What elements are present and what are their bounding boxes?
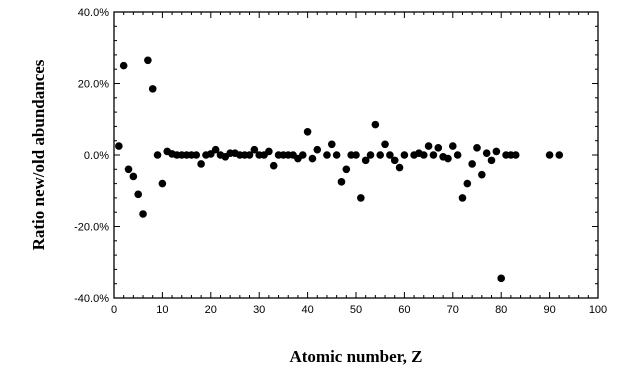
data-point — [478, 170, 486, 179]
data-point — [458, 194, 467, 202]
data-point — [352, 151, 360, 159]
x-tick-label: 80 — [495, 304, 507, 316]
data-points — [115, 56, 564, 283]
x-tick-label: 90 — [543, 304, 555, 316]
data-point — [337, 178, 346, 186]
data-point — [492, 147, 501, 156]
data-point — [482, 149, 491, 158]
data-point — [463, 179, 472, 188]
data-point — [328, 140, 336, 149]
data-point — [424, 142, 433, 150]
data-point — [298, 151, 307, 159]
x-tick-label: 30 — [253, 304, 265, 316]
data-point — [453, 151, 462, 159]
data-point — [487, 156, 496, 165]
data-point — [265, 147, 273, 156]
data-point — [400, 151, 409, 159]
data-point — [192, 151, 201, 159]
data-point — [395, 163, 404, 172]
x-tick-label: 70 — [447, 304, 459, 316]
x-tick-label: 0 — [111, 304, 117, 316]
data-point — [376, 151, 385, 159]
y-tick-label: 20.0% — [78, 79, 109, 91]
data-point — [386, 151, 394, 159]
data-point — [357, 194, 365, 202]
data-point — [134, 190, 142, 199]
x-tick-label: 40 — [301, 304, 313, 316]
data-point — [371, 120, 380, 129]
x-axis-title: Atomic number, Z — [289, 347, 422, 366]
data-point — [308, 154, 317, 163]
data-point — [511, 151, 520, 159]
data-point — [115, 142, 123, 150]
data-point — [245, 151, 254, 159]
y-tick-label: -40.0% — [74, 293, 109, 305]
data-point — [313, 145, 322, 154]
x-tick-label: 20 — [205, 304, 217, 316]
data-point — [419, 151, 428, 159]
data-point — [269, 161, 278, 170]
data-point — [139, 210, 147, 218]
data-point — [449, 142, 457, 150]
data-point — [444, 154, 452, 163]
data-point — [250, 145, 259, 154]
data-point — [158, 179, 167, 188]
data-point — [555, 151, 564, 159]
data-point — [303, 127, 312, 136]
data-point — [361, 156, 370, 165]
data-point — [468, 160, 476, 168]
data-point — [434, 144, 443, 152]
data-point — [153, 151, 162, 159]
y-tick-label: -20.0% — [74, 222, 109, 234]
data-point — [497, 274, 506, 283]
data-point — [197, 160, 205, 168]
data-point — [381, 140, 389, 149]
x-tick-label: 60 — [398, 304, 410, 316]
x-tick-label: 10 — [156, 304, 168, 316]
data-point — [545, 151, 554, 159]
data-point — [148, 85, 157, 93]
x-axis-ticks: 0 10 20 30 40 50 60 70 80 90 100 — [111, 12, 607, 316]
data-point — [473, 144, 481, 152]
data-point — [144, 56, 152, 65]
data-point — [332, 151, 341, 159]
data-point — [211, 145, 220, 154]
y-tick-label: 0.0% — [84, 150, 109, 162]
y-axis-title: Ratio new/old abundances — [29, 59, 48, 250]
y-axis-ticks: 40.0% 20.0% 0.0% -20.0% -40.0% — [74, 7, 598, 305]
y-tick-label: 40.0% — [78, 7, 109, 19]
x-tick-label: 50 — [350, 304, 362, 316]
data-point — [323, 151, 331, 159]
data-point — [429, 151, 438, 159]
data-point — [124, 165, 133, 174]
x-tick-label: 100 — [589, 304, 607, 316]
data-point — [390, 156, 399, 165]
data-point — [366, 151, 375, 159]
data-point — [129, 172, 138, 181]
data-point — [342, 165, 351, 174]
data-point — [119, 61, 128, 70]
